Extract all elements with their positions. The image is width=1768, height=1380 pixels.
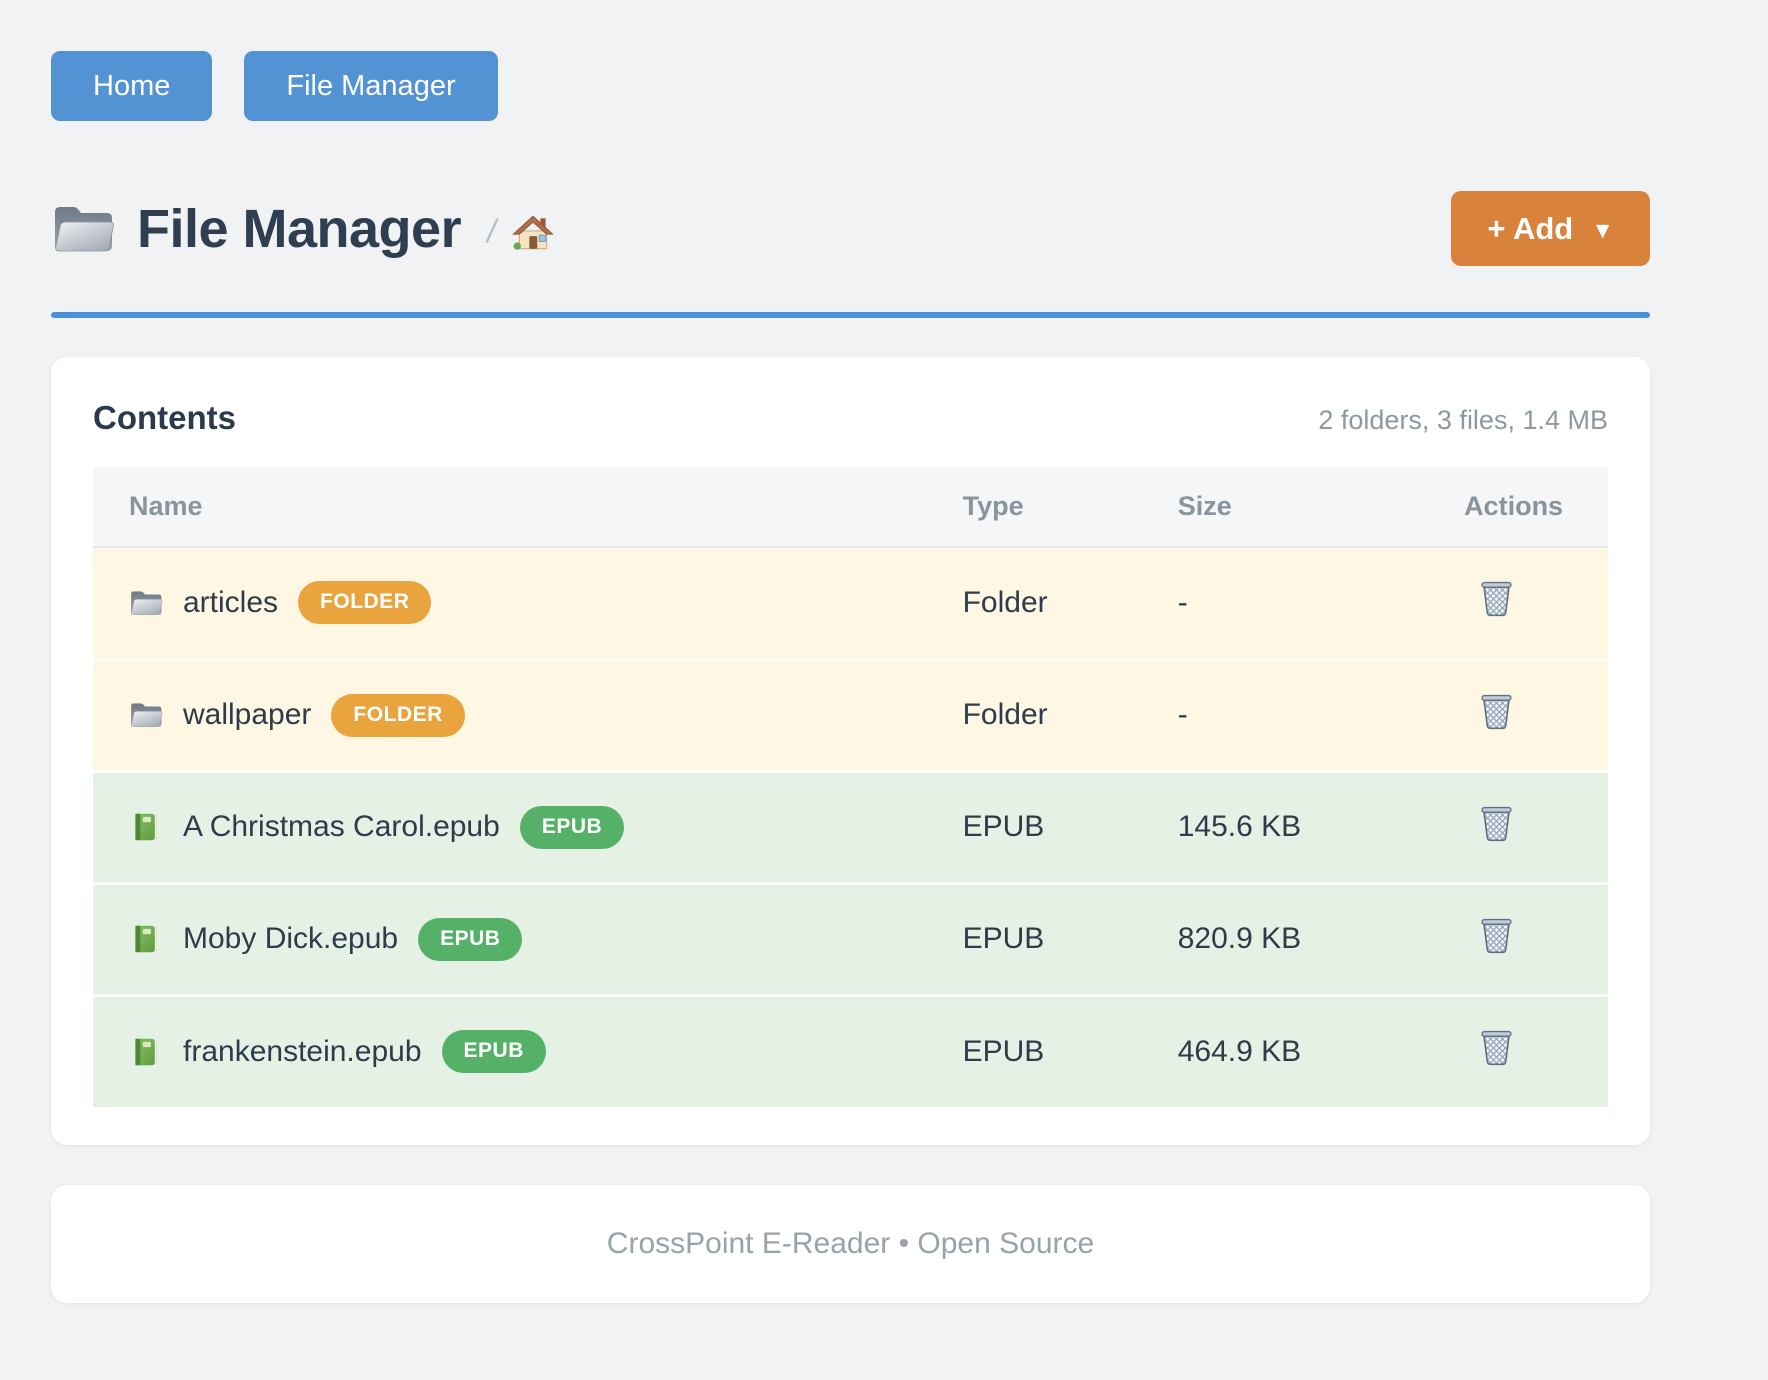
type-cell: EPUB xyxy=(962,881,1178,995)
file-name-link[interactable]: Moby Dick.epub xyxy=(183,922,399,955)
footer: CrossPoint E-Reader • Open Source xyxy=(51,1185,1650,1303)
file-type-badge: EPUB xyxy=(519,805,625,849)
contents-card-header: Contents 2 folders, 3 files, 1.4 MB xyxy=(93,399,1608,437)
title-group: File Manager / xyxy=(51,198,554,260)
chevron-down-icon: ▼ xyxy=(1591,216,1614,243)
type-cell: Folder xyxy=(962,657,1178,771)
page-title: File Manager xyxy=(137,198,462,259)
delete-button[interactable] xyxy=(1478,915,1515,956)
trash-icon xyxy=(1481,582,1512,617)
table-header-row: Name Type Size Actions xyxy=(93,467,1608,548)
type-cell: Folder xyxy=(962,585,1048,619)
contents-summary: 2 folders, 3 files, 1.4 MB xyxy=(1318,405,1608,435)
file-name-link[interactable]: A Christmas Carol.epub xyxy=(183,810,500,843)
size-cell: 820.9 KB xyxy=(1177,881,1465,995)
table-row: Moby Dick.epub EPUB EPUB 820.9 KB xyxy=(93,881,1608,995)
delete-button[interactable] xyxy=(1478,803,1515,844)
folder-icon xyxy=(54,206,114,251)
trash-icon xyxy=(1481,806,1512,841)
table-row: frankenstein.epub EPUB EPUB 464.9 KB xyxy=(93,993,1608,1107)
nav-file-manager-button[interactable]: File Manager xyxy=(244,51,498,121)
book-icon xyxy=(129,1037,163,1067)
file-type-badge: FOLDER xyxy=(331,693,465,737)
delete-button[interactable] xyxy=(1478,1027,1515,1068)
breadcrumb-separator: / xyxy=(487,213,496,249)
file-type-badge: FOLDER xyxy=(298,581,432,625)
add-button[interactable]: + Add ▼ xyxy=(1451,191,1650,266)
delete-button[interactable] xyxy=(1478,578,1515,619)
trash-icon xyxy=(1481,1031,1512,1066)
file-name-link[interactable]: frankenstein.epub xyxy=(183,1034,422,1068)
column-header-name: Name xyxy=(93,467,963,548)
top-navigation: Home File Manager xyxy=(51,51,1650,121)
trash-icon xyxy=(1481,694,1512,729)
size-cell: - xyxy=(1177,657,1465,771)
folder-icon xyxy=(129,700,163,730)
table-row: wallpaper FOLDER Folder - xyxy=(93,657,1608,771)
table-row: articles FOLDER Folder - xyxy=(93,547,1608,659)
contents-card: Contents 2 folders, 3 files, 1.4 MB Name… xyxy=(51,357,1650,1145)
header-divider xyxy=(51,312,1650,318)
add-button-label: + Add xyxy=(1487,210,1574,246)
file-name-link[interactable]: articles xyxy=(183,585,279,619)
contents-heading: Contents xyxy=(93,399,236,436)
file-type-badge: EPUB xyxy=(441,1030,546,1074)
breadcrumb-home-link[interactable] xyxy=(512,213,554,253)
column-header-size: Size xyxy=(1177,467,1465,548)
book-icon xyxy=(129,812,163,842)
page-header: File Manager / + Add ▼ xyxy=(51,191,1650,266)
folder-icon xyxy=(129,588,163,618)
type-cell: EPUB xyxy=(962,993,1178,1107)
column-header-actions: Actions xyxy=(1464,467,1608,548)
trash-icon xyxy=(1481,918,1512,953)
file-type-badge: EPUB xyxy=(418,917,523,961)
file-manager-page: Home File Manager File Manager / + Add ▼… xyxy=(51,51,1650,1303)
book-icon xyxy=(129,924,163,954)
file-name-link[interactable]: wallpaper xyxy=(183,698,312,731)
contents-table-body: articles FOLDER Folder - wallpaper FOLDE… xyxy=(93,547,1608,1107)
table-row: A Christmas Carol.epub EPUB EPUB 145.6 K… xyxy=(93,769,1608,883)
nav-home-button[interactable]: Home xyxy=(51,51,213,121)
house-icon xyxy=(513,215,553,250)
delete-button[interactable] xyxy=(1478,691,1515,732)
column-header-type: Type xyxy=(962,467,1178,548)
footer-text: CrossPoint E-Reader • Open Source xyxy=(606,1227,1095,1260)
contents-table: Name Type Size Actions articles FOLDER F… xyxy=(93,467,1608,1107)
size-cell: 145.6 KB xyxy=(1177,769,1465,883)
size-cell: - xyxy=(1177,585,1188,619)
size-cell: 464.9 KB xyxy=(1177,993,1465,1107)
type-cell: EPUB xyxy=(962,769,1178,883)
